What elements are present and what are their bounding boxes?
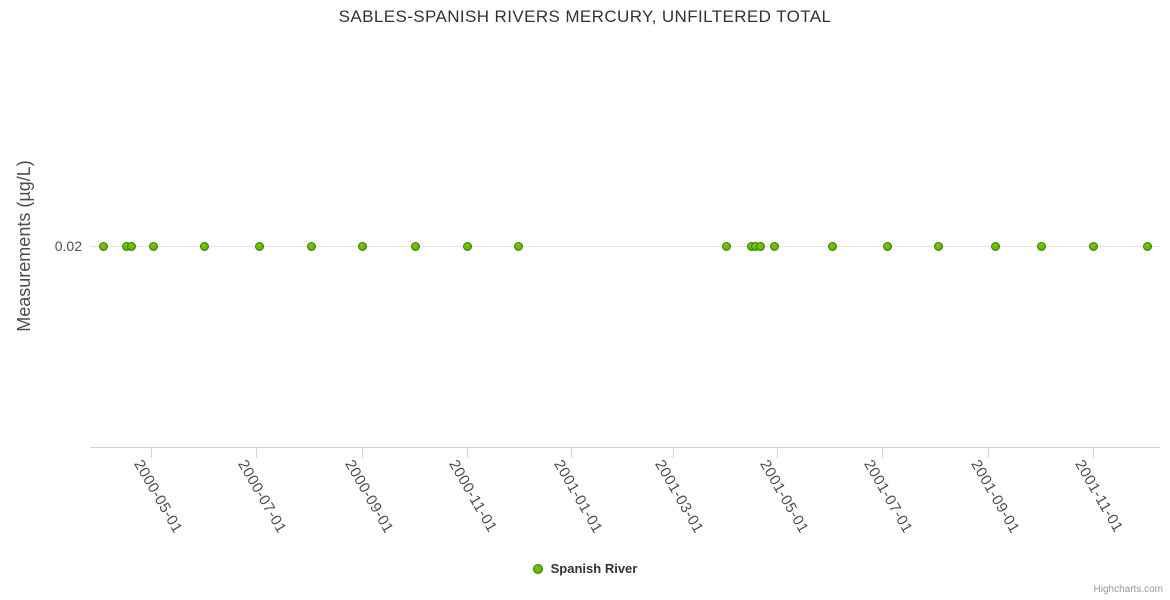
data-point[interactable] bbox=[1088, 241, 1098, 251]
data-point[interactable] bbox=[126, 241, 136, 251]
y-axis-tick-label: 0.02 bbox=[54, 238, 82, 254]
x-axis-label: 2000-05-01 bbox=[129, 457, 186, 537]
data-point[interactable] bbox=[827, 241, 837, 251]
data-point[interactable] bbox=[306, 241, 316, 251]
data-point[interactable] bbox=[1037, 241, 1047, 251]
x-tick-mark bbox=[362, 448, 364, 458]
x-axis-line bbox=[90, 447, 1160, 448]
x-axis-label: 2001-11-01 bbox=[1071, 457, 1127, 536]
highcharts-credits-link[interactable]: Highcharts.com bbox=[1093, 584, 1163, 595]
data-point[interactable] bbox=[934, 241, 944, 251]
x-axis-label: 2001-07-01 bbox=[860, 457, 917, 537]
x-tick-mark bbox=[1092, 448, 1094, 458]
legend-label: Spanish River bbox=[550, 561, 638, 576]
chart-title: SABLES-SPANISH RIVERS MERCURY, UNFILTERE… bbox=[338, 7, 832, 26]
data-point[interactable] bbox=[882, 241, 892, 251]
data-point[interactable] bbox=[462, 241, 472, 251]
legend-marker-icon bbox=[532, 563, 543, 574]
data-point[interactable] bbox=[1143, 241, 1153, 251]
x-tick-mark bbox=[151, 448, 153, 458]
x-tick-mark bbox=[988, 448, 990, 458]
x-tick-mark bbox=[672, 448, 674, 458]
legend-item-spanish-river[interactable]: Spanish River bbox=[0, 561, 1170, 576]
x-axis-label: 2001-09-01 bbox=[966, 457, 1023, 537]
data-point[interactable] bbox=[200, 241, 210, 251]
x-tick-mark bbox=[466, 448, 468, 458]
data-point[interactable] bbox=[769, 241, 779, 251]
x-tick-mark bbox=[255, 448, 257, 458]
data-point[interactable] bbox=[99, 241, 109, 251]
data-point[interactable] bbox=[255, 241, 265, 251]
x-axis-label: 2001-01-01 bbox=[550, 457, 606, 537]
data-point[interactable] bbox=[755, 241, 765, 251]
x-axis-label: 2001-05-01 bbox=[755, 457, 812, 537]
data-point[interactable] bbox=[358, 241, 368, 251]
x-tick-mark bbox=[777, 448, 779, 458]
x-axis-label: 2000-11-01 bbox=[445, 457, 501, 536]
x-axis-label: 2001-03-01 bbox=[651, 457, 707, 537]
x-tick-mark bbox=[881, 448, 883, 458]
x-axis-label: 2000-09-01 bbox=[340, 457, 397, 537]
data-point[interactable] bbox=[514, 241, 524, 251]
x-axis-label: 2000-07-01 bbox=[234, 457, 291, 537]
data-point[interactable] bbox=[721, 241, 731, 251]
y-gridline bbox=[90, 245, 1160, 247]
data-point[interactable] bbox=[148, 241, 158, 251]
data-point[interactable] bbox=[990, 241, 1000, 251]
x-tick-mark bbox=[571, 448, 573, 458]
data-point[interactable] bbox=[411, 241, 421, 251]
